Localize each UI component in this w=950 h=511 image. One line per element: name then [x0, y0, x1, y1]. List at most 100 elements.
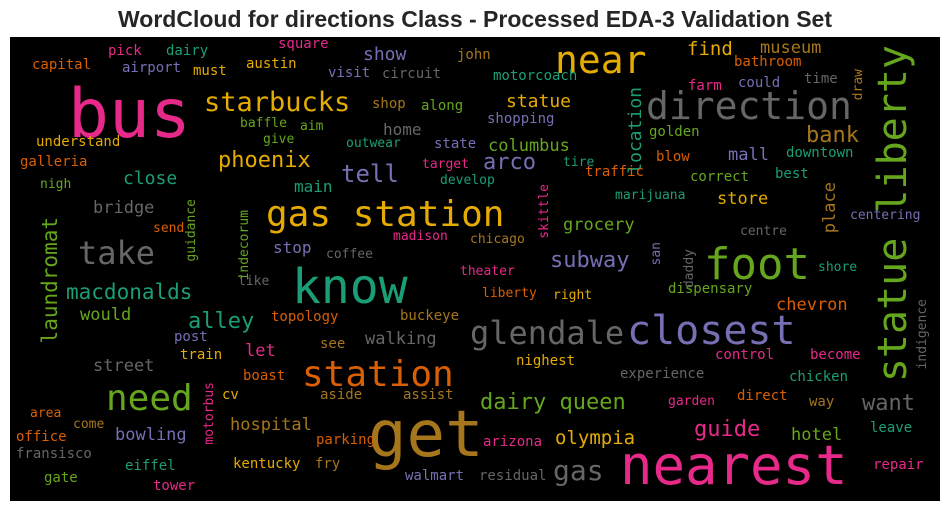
word-state: state: [434, 136, 477, 152]
word-develop: develop: [440, 173, 495, 188]
word-hotel: hotel: [791, 425, 843, 445]
word-assist: assist: [403, 387, 454, 403]
word-daddy: daddy: [682, 249, 697, 289]
word-liberty: liberty: [482, 286, 537, 301]
word-alley: alley: [188, 309, 255, 334]
word-olympia: olympia: [555, 427, 636, 449]
word-motorbus: motorbus: [202, 382, 217, 445]
word-dispensary: dispensary: [668, 281, 753, 297]
word-shore: shore: [818, 260, 858, 275]
word-draw: draw: [851, 69, 866, 101]
word-find: find: [687, 38, 733, 60]
word-circuit: circuit: [382, 66, 442, 82]
word-right: right: [553, 288, 593, 303]
word-tell: tell: [341, 160, 399, 188]
word-direction: direction: [646, 84, 852, 128]
word-direct: direct: [737, 388, 788, 404]
word-austin: austin: [246, 56, 297, 72]
word-outwear: outwear: [346, 136, 401, 151]
word-walmart: walmart: [405, 468, 465, 484]
word-main: main: [294, 177, 333, 196]
word-stop: stop: [273, 238, 312, 257]
word-madison: madison: [393, 229, 448, 244]
word-office: office: [16, 429, 67, 445]
word-aside: aside: [320, 387, 363, 403]
word-take: take: [78, 234, 156, 272]
word-cv: cv: [222, 387, 239, 403]
word-aim: aim: [300, 119, 324, 134]
word-bus: bus: [68, 75, 191, 154]
word-bowling: bowling: [115, 425, 187, 445]
wordcloud-canvas: bus near direction statue liberty starbucks g…: [10, 37, 940, 501]
word-bathroom: bathroom: [734, 54, 802, 70]
word-along: along: [421, 98, 464, 114]
word-correct: correct: [690, 169, 750, 185]
word-parking: parking: [316, 432, 376, 448]
word-subway: subway: [550, 248, 630, 273]
word-macdonalds: macdonalds: [66, 280, 193, 304]
word-pick: pick: [108, 43, 142, 59]
word-nighest: nighest: [516, 353, 576, 369]
word-could: could: [738, 75, 781, 91]
word-tire: tire: [563, 155, 595, 170]
word-farm: farm: [688, 78, 722, 94]
word-nearest: nearest: [620, 434, 848, 497]
word-downtown: downtown: [786, 145, 854, 161]
word-john: john: [457, 47, 491, 63]
word-chicken: chicken: [789, 369, 849, 385]
word-home: home: [383, 120, 422, 139]
word-arizona: arizona: [483, 434, 543, 450]
word-store: store: [717, 189, 769, 209]
word-dairy: dairy: [166, 43, 209, 59]
word-visit: visit: [328, 65, 371, 81]
word-way: way: [809, 394, 835, 410]
word-target: target: [422, 157, 469, 172]
word-galleria: galleria: [20, 154, 88, 170]
word-time: time: [804, 71, 838, 87]
word-golden: golden: [649, 124, 700, 140]
word-shop: shop: [372, 96, 406, 112]
word-garden: garden: [668, 394, 715, 409]
word-residual: residual: [479, 468, 547, 484]
word-would: would: [80, 305, 132, 325]
word-baffle: baffle: [240, 116, 287, 131]
word-shopping: shopping: [487, 111, 555, 127]
word-bridge: bridge: [93, 198, 155, 218]
word-skittle: skittle: [537, 184, 552, 239]
word-must: must: [193, 63, 227, 79]
word-buckeye: buckeye: [400, 308, 460, 324]
word-topology: topology: [271, 309, 339, 325]
word-best: best: [775, 166, 809, 182]
word-nigh: nigh: [40, 177, 72, 192]
word-experience: experience: [620, 366, 705, 382]
word-need: need: [106, 378, 193, 419]
word-blow: blow: [656, 149, 690, 165]
word-area: area: [30, 406, 62, 421]
word-kentucky: kentucky: [233, 456, 301, 472]
word-chevron: chevron: [776, 295, 848, 315]
word-show: show: [363, 44, 407, 65]
word-gas: gas: [553, 454, 604, 487]
word-columbus: columbus: [488, 136, 570, 156]
word-laundromat: laundromat: [38, 217, 62, 344]
word-san: san: [649, 242, 664, 266]
word-glendale: glendale: [470, 314, 625, 352]
word-eiffel: eiffel: [125, 458, 176, 474]
word-location: location: [625, 87, 646, 174]
word-motorcoach: motorcoach: [493, 68, 578, 84]
word-know: know: [292, 259, 408, 315]
word-marijuana: marijuana: [615, 188, 686, 203]
word-mall: mall: [728, 145, 769, 165]
word-grocery: grocery: [563, 215, 635, 235]
word-control: control: [715, 347, 775, 363]
word-traffic: traffic: [585, 164, 645, 180]
word-closest: closest: [627, 308, 796, 354]
word-like: like: [238, 274, 270, 289]
word-gate: gate: [44, 470, 78, 486]
word-train: train: [180, 347, 223, 363]
word-theater: theater: [460, 264, 515, 279]
word-indigence: indigence: [915, 299, 930, 370]
word-bank: bank: [806, 123, 859, 148]
word-tower: tower: [153, 478, 196, 494]
word-centering: centering: [850, 208, 921, 223]
